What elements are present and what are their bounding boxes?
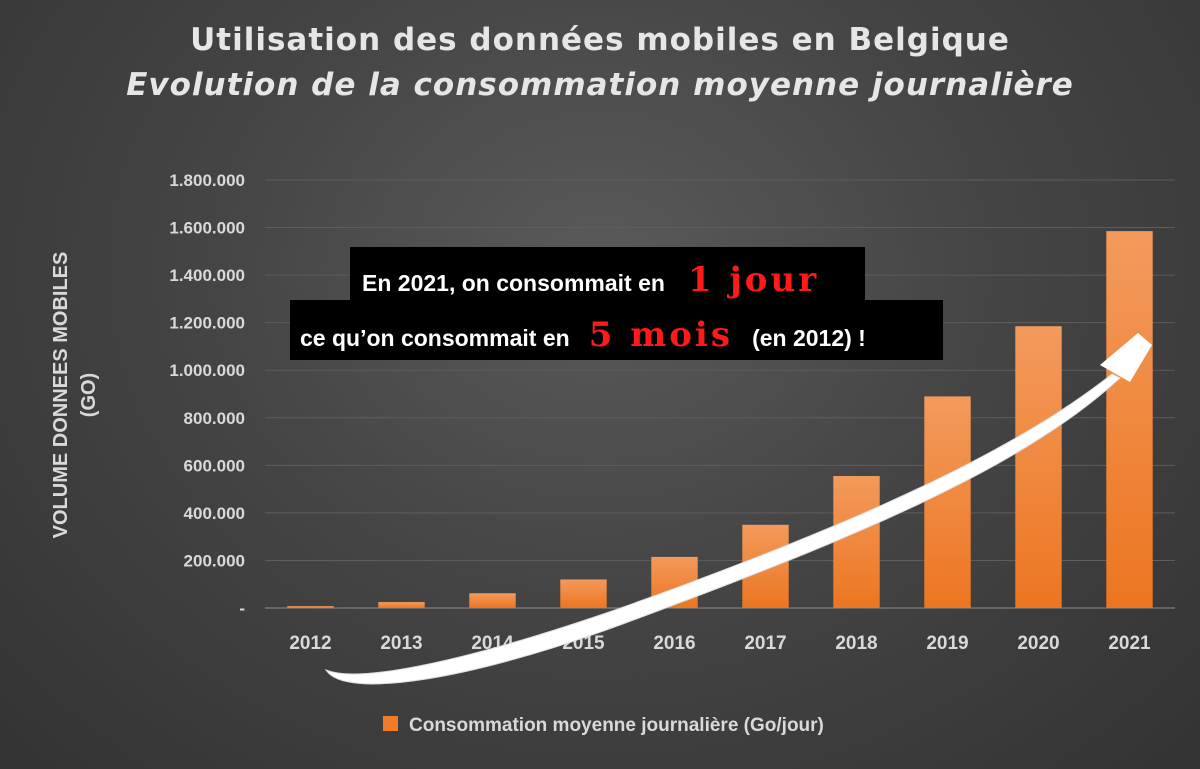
growth-arrow xyxy=(324,333,1152,685)
growth-arrow-head xyxy=(1100,333,1152,382)
chart-subtitle: Evolution de la consommation moyenne jou… xyxy=(126,67,1074,103)
bar-2020 xyxy=(1015,326,1062,608)
x-tick-label: 2021 xyxy=(1108,633,1151,654)
y-tick-label: 1.400.000 xyxy=(169,266,245,285)
y-tick-label: 1.000.000 xyxy=(169,361,245,380)
bar-2012 xyxy=(287,606,334,608)
annotation-box: En 2021, on consommait en 1 jour ce qu’o… xyxy=(290,247,943,360)
annotation-line1-highlight: 1 jour xyxy=(688,260,819,300)
x-tick-label: 2018 xyxy=(835,633,877,654)
bar-2019 xyxy=(924,396,971,608)
y-tick-label: 400.000 xyxy=(184,504,245,523)
bar-2015 xyxy=(560,579,607,608)
y-tick-label: 600.000 xyxy=(184,456,245,475)
bar-2018 xyxy=(833,476,880,608)
bar-2013 xyxy=(378,602,425,608)
y-axis-ticks: - 200.000 400.000 600.000 800.000 1.000.000 1.… xyxy=(169,171,245,618)
bar-2021 xyxy=(1106,231,1153,608)
annotation-box-line1 xyxy=(350,247,865,302)
legend-swatch xyxy=(383,716,398,731)
annotation-line1-text: En 2021, on consommait en xyxy=(362,270,665,296)
x-tick-label: 2019 xyxy=(926,633,968,654)
annotation-line2-suffix: (en 2012) ! xyxy=(752,325,866,351)
y-tick-label: 1.200.000 xyxy=(169,314,245,333)
y-tick-label: - xyxy=(239,599,245,618)
y-tick-label: 1.600.000 xyxy=(169,219,245,238)
x-tick-label: 2020 xyxy=(1017,633,1059,654)
x-tick-label: 2012 xyxy=(289,633,331,654)
x-tick-label: 2016 xyxy=(653,633,695,654)
bars xyxy=(287,231,1153,608)
annotation-line2-text: ce qu’on consommait en xyxy=(300,325,570,351)
y-axis-label-line1: VOLUME DONNEES MOBILES xyxy=(50,252,72,539)
y-tick-label: 1.800.000 xyxy=(169,171,245,190)
x-axis-ticks: 2012 2013 2014 2015 2016 2017 2018 2019 2020 2021 xyxy=(289,633,1151,654)
annotation-line2: ce qu’on consommait en 5 mois (en 2012) … xyxy=(300,315,866,355)
annotation-line1: En 2021, on consommait en 1 jour xyxy=(362,260,819,300)
annotation-box-line2 xyxy=(290,300,943,360)
y-tick-label: 800.000 xyxy=(184,409,245,428)
annotation-line2-highlight: 5 mois xyxy=(589,315,733,355)
chart-title: Utilisation des données mobiles en Belgi… xyxy=(190,22,1010,58)
x-tick-label: 2017 xyxy=(744,633,786,654)
y-tick-label: 200.000 xyxy=(184,551,245,570)
bar-2014 xyxy=(469,593,516,608)
growth-arrow-body xyxy=(324,373,1121,685)
y-axis-label: VOLUME DONNEES MOBILES (GO) xyxy=(50,252,100,539)
legend: Consommation moyenne journalière (Go/jou… xyxy=(383,715,824,736)
x-tick-label: 2013 xyxy=(380,633,422,654)
legend-label: Consommation moyenne journalière (Go/jou… xyxy=(409,715,824,736)
y-axis-label-line2: (GO) xyxy=(78,373,100,417)
